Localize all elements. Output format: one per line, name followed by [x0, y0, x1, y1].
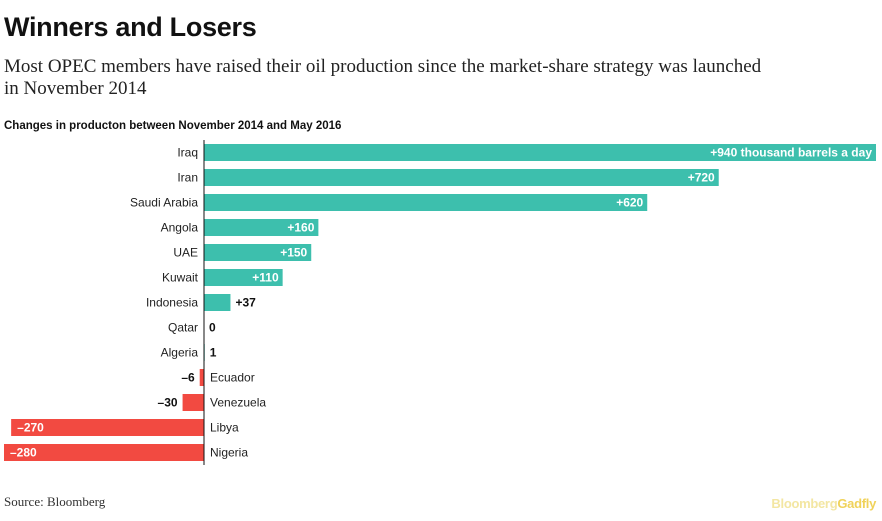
- bar-chart: Iraq +940 thousand barrels a day Iran +720 S…: [4, 140, 876, 465]
- value-label-kuwait: +110: [252, 271, 279, 285]
- value-label-venezuela: –30: [158, 396, 178, 410]
- category-label-saudi-arabia: Saudi Arabia: [130, 196, 198, 210]
- value-label-iraq: +940 thousand barrels a day: [710, 146, 872, 160]
- value-label-algeria: 1: [210, 346, 217, 360]
- brand-logo: BloombergGadfly: [771, 496, 876, 511]
- bar-kuwait: [204, 269, 283, 286]
- value-label-libya: –270: [17, 421, 44, 435]
- bar-saudi-arabia: [204, 194, 648, 211]
- bar-angola: [204, 219, 319, 236]
- category-label-iraq: Iraq: [177, 146, 198, 160]
- bar-indonesia: [204, 294, 231, 311]
- value-label-angola: +160: [287, 221, 314, 235]
- category-label-algeria: Algeria: [161, 346, 199, 360]
- bar-iran: [204, 169, 719, 186]
- brand-part-1: Bloomberg: [771, 496, 838, 511]
- value-label-iran: +720: [688, 171, 715, 185]
- brand-part-2: Gadfly: [837, 496, 876, 511]
- bar-iraq: [204, 144, 876, 161]
- value-label-uae: +150: [280, 246, 307, 260]
- category-label-indonesia: Indonesia: [146, 296, 198, 310]
- category-label-angola: Angola: [161, 221, 199, 235]
- category-label-venezuela: Venezuela: [210, 396, 266, 410]
- bar-ecuador: [199, 369, 204, 386]
- chart-subtitle: Most OPEC members have raised their oil …: [4, 56, 762, 99]
- category-label-libya: Libya: [210, 421, 239, 435]
- category-label-iran: Iran: [177, 171, 198, 185]
- bar-venezuela: [182, 394, 204, 411]
- chart-caption: Changes in producton between November 20…: [4, 120, 342, 132]
- category-label-uae: UAE: [173, 246, 198, 260]
- category-label-qatar: Qatar: [168, 321, 198, 335]
- source-note: Source: Bloomberg: [4, 494, 106, 509]
- value-label-saudi-arabia: +620: [616, 196, 643, 210]
- value-label-indonesia: +37: [235, 296, 256, 310]
- bar-uae: [204, 244, 312, 261]
- category-label-kuwait: Kuwait: [162, 271, 199, 285]
- chart-title: Winners and Losers: [4, 12, 257, 42]
- value-label-ecuador: –6: [181, 371, 195, 385]
- bar-nigeria: [4, 444, 204, 461]
- value-label-nigeria: –280: [10, 446, 37, 460]
- value-label-qatar: 0: [209, 321, 216, 335]
- category-label-nigeria: Nigeria: [210, 446, 248, 460]
- bar-libya: [11, 419, 205, 436]
- category-label-ecuador: Ecuador: [210, 371, 255, 385]
